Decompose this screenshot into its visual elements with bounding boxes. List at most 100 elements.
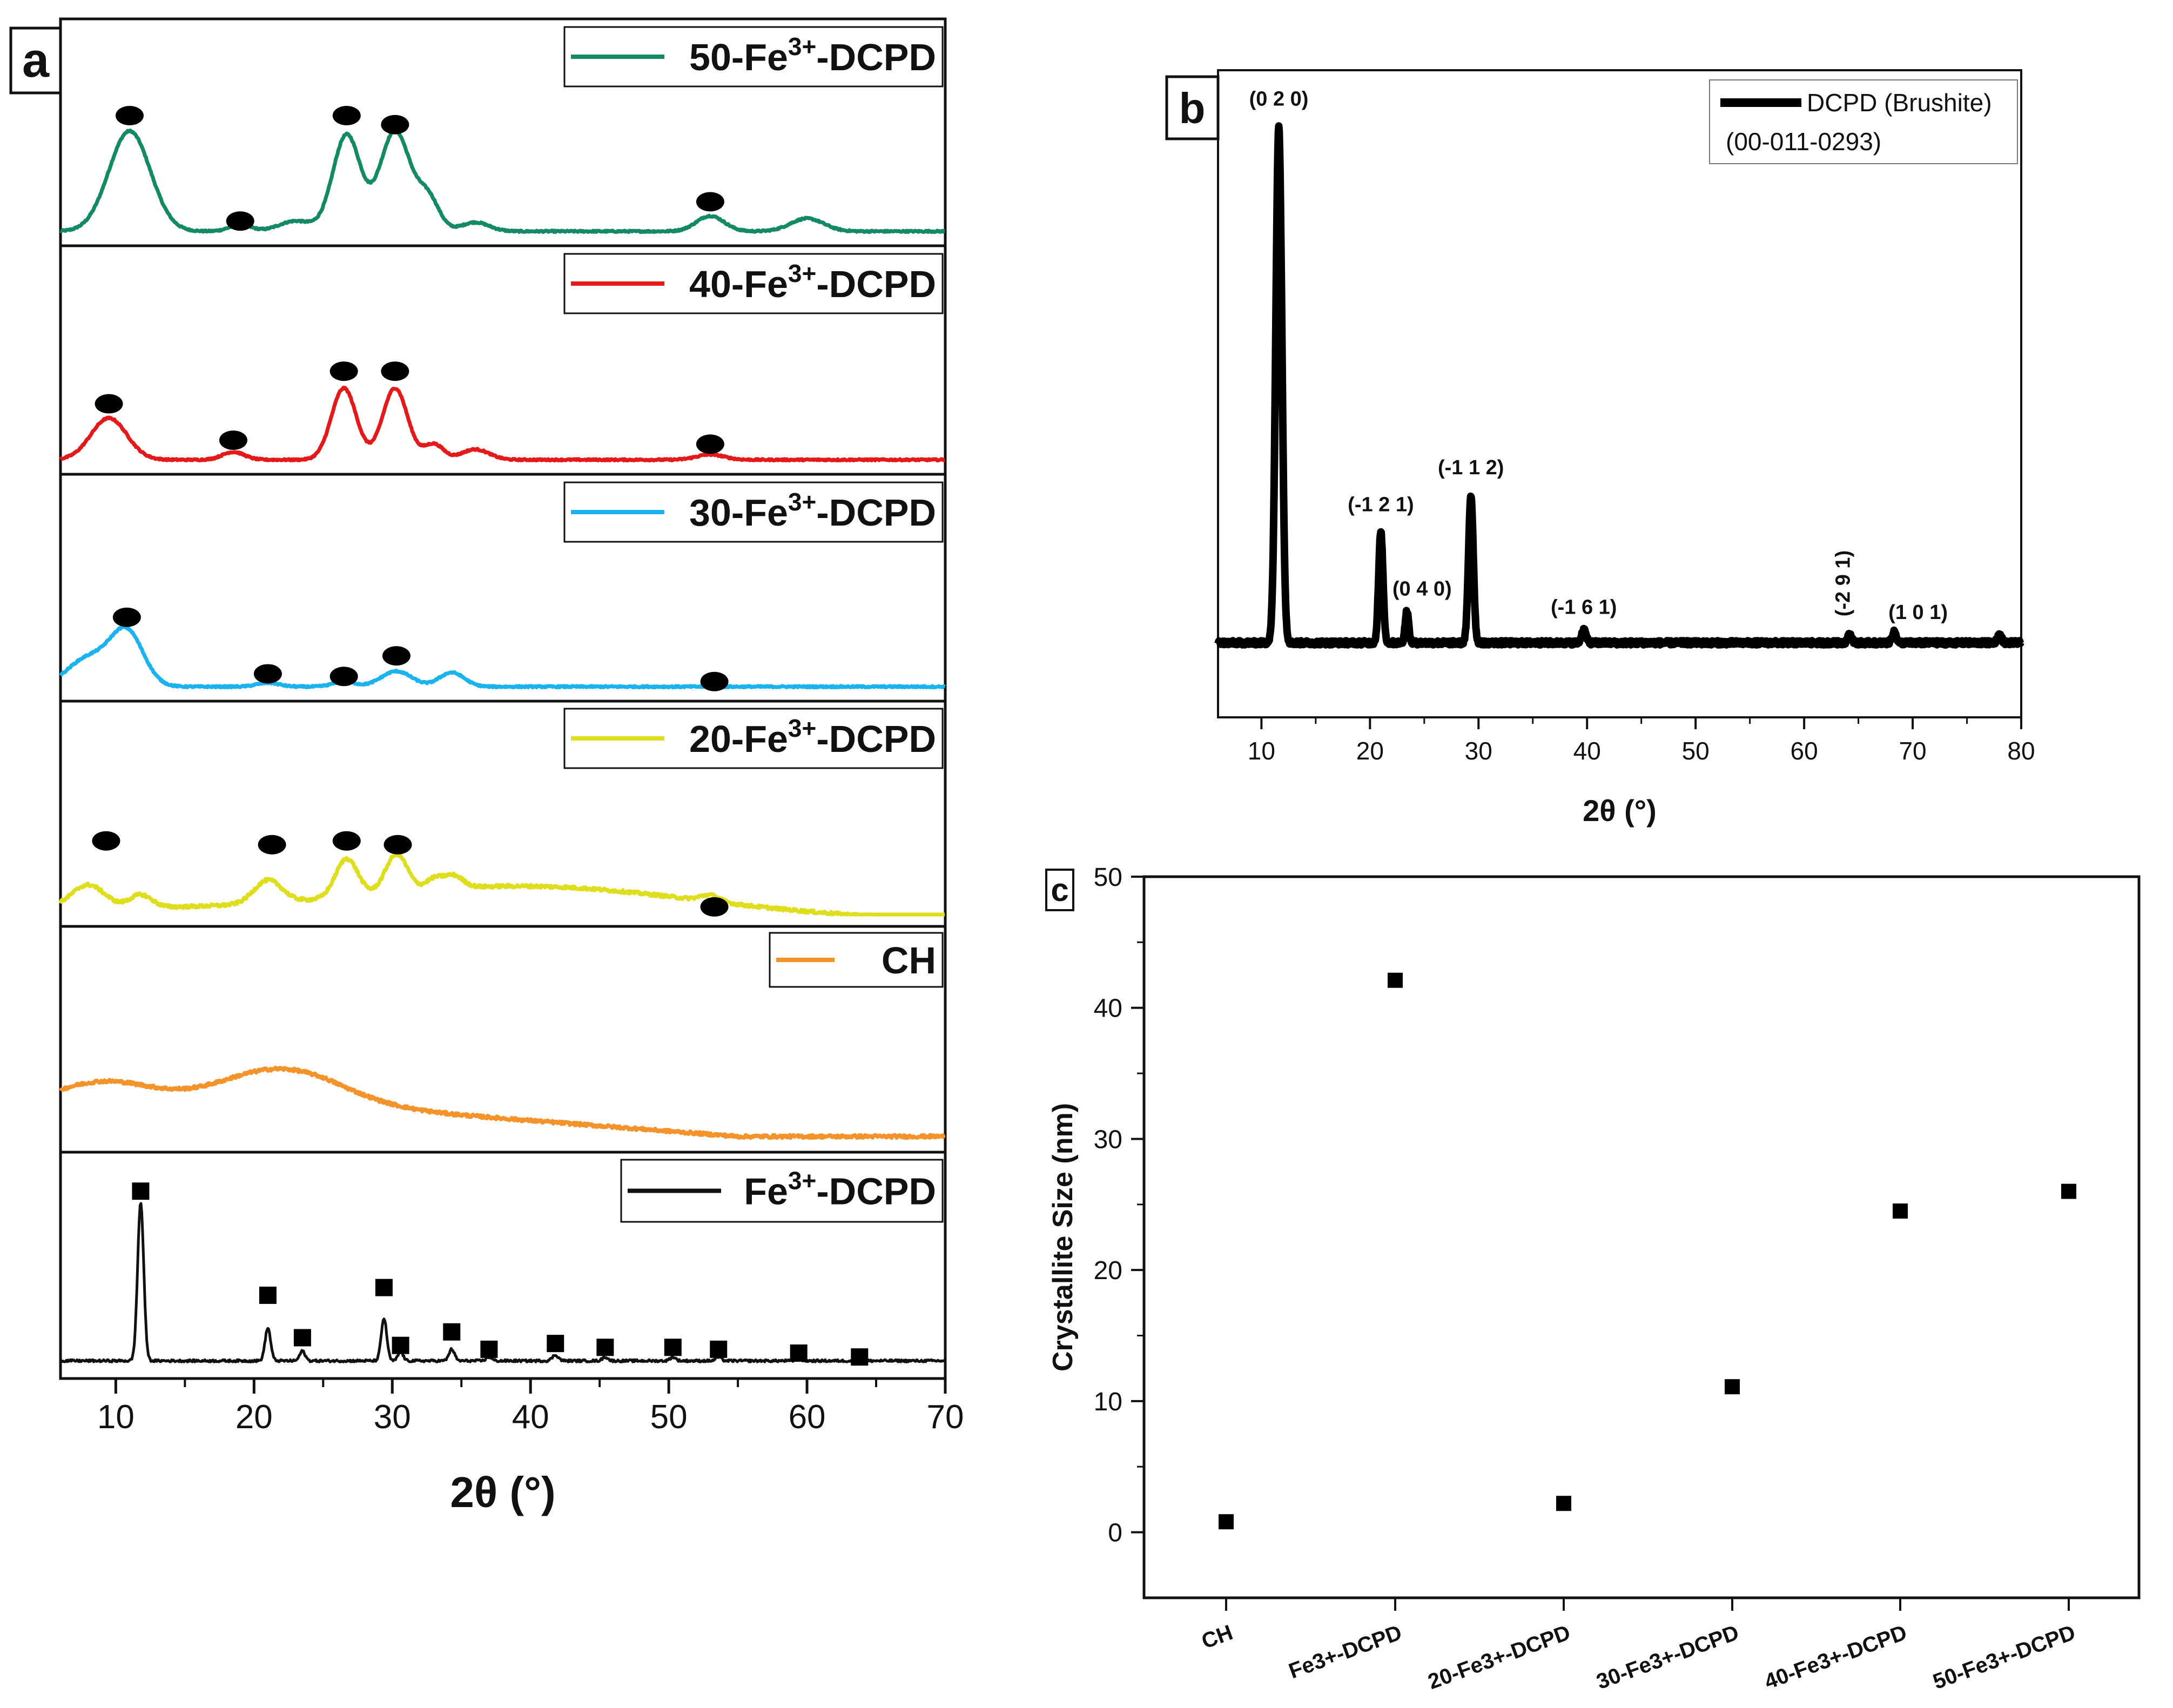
peak-marker: [700, 897, 729, 917]
x-category-label: CH: [1199, 1620, 1236, 1653]
peak-marker: [392, 1336, 409, 1354]
legend-label-main: CH: [882, 939, 936, 981]
peak-marker: [547, 1335, 564, 1353]
peak-marker: [443, 1323, 461, 1341]
legend-box: [1709, 79, 2018, 164]
peak-marker: [226, 211, 254, 231]
peak-marker: [115, 106, 144, 126]
x-tick-label: 10: [1248, 737, 1275, 765]
x-tick-label: 50: [650, 1398, 688, 1436]
legend-label-tail: -DCPD: [816, 718, 936, 760]
data-point: [1219, 1514, 1234, 1530]
peak-marker: [293, 1329, 311, 1347]
peak-marker: [92, 831, 120, 851]
panel-label-box: [1045, 869, 1074, 911]
y-tick-label: 10: [1094, 1388, 1122, 1416]
peak-marker: [253, 664, 282, 684]
series-3: 30-Fe3+-DCPD: [59, 473, 947, 703]
legend-label: CH: [882, 939, 936, 981]
x-tick-label: 60: [789, 1398, 826, 1436]
y-tick-label: 30: [1094, 1125, 1122, 1154]
peak-marker: [382, 646, 411, 666]
peak-marker: [700, 671, 729, 691]
panel-b: (0 2 0) (-1 2 1) (0 4 0) (-1 1 2) (-1 6 1) (-…: [1165, 69, 2035, 828]
series-line: [59, 1202, 946, 1363]
panel-a: 50-Fe3+-DCPD40-Fe3+-DCPD30-Fe3+-DCPD20-F…: [9, 17, 964, 1516]
series-line: [59, 386, 946, 463]
x-tick-label: 20: [236, 1398, 273, 1436]
panel-label: b: [1179, 84, 1206, 132]
legend-label: Fe3+-DCPD: [744, 1167, 936, 1213]
series-2: 40-Fe3+-DCPD: [59, 244, 947, 476]
plot-strip-frame: [59, 1151, 947, 1380]
x-axis-label: 2θ (°): [1583, 794, 1657, 828]
x-category-label: 40-Fe3+-DCPD: [1761, 1620, 1910, 1694]
peak-marker: [696, 434, 724, 454]
y-tick-label: 50: [1094, 863, 1122, 892]
peak-marker: [851, 1348, 869, 1366]
peak-marker: [375, 1279, 393, 1296]
legend-label-main: 30-Fe: [689, 492, 788, 534]
panel-label-box: [1165, 75, 1220, 140]
legend-label-sup: 3+: [788, 1167, 816, 1195]
panel-label: a: [22, 33, 50, 88]
data-point: [1893, 1203, 1908, 1219]
x-tick-label: 10: [97, 1398, 134, 1436]
plot-frame: [1217, 69, 2022, 718]
data-point: [1556, 1496, 1571, 1511]
peak-marker: [664, 1339, 682, 1356]
series-line: [58, 851, 946, 917]
legend-label-sup: 3+: [788, 488, 816, 516]
series-line: [1214, 122, 2024, 649]
peak-marker: [329, 667, 358, 687]
x-tick-label: 50: [1682, 737, 1710, 765]
legend-label-tail: -DCPD: [816, 1171, 936, 1213]
peak-annotation: (-2 9 1): [1832, 550, 1855, 616]
x-category-label: Fe3+-DCPD: [1286, 1620, 1405, 1683]
series-line: [59, 127, 946, 234]
peak-marker: [710, 1340, 728, 1358]
peak-annotation: (1 0 1): [1888, 601, 1948, 624]
peak-marker: [696, 192, 724, 212]
data-point: [1388, 972, 1403, 988]
x-category-label: 50-Fe3+-DCPD: [1930, 1620, 2078, 1694]
legend-reference: (00-011-0293): [1726, 127, 1881, 156]
data-point: [2061, 1184, 2076, 1199]
peak-marker: [258, 835, 286, 855]
y-tick-label: 0: [1108, 1519, 1122, 1548]
x-tick-label: 20: [1356, 737, 1384, 765]
legend-label: DCPD (Brushite): [1807, 89, 1992, 117]
legend-label-sup: 3+: [788, 259, 816, 287]
x-tick-label: 30: [374, 1398, 411, 1436]
legend-label-main: Fe: [744, 1171, 788, 1213]
peak-marker: [132, 1182, 150, 1200]
legend-label-main: 50-Fe: [689, 36, 788, 78]
peak-marker: [332, 106, 361, 126]
y-tick-label: 40: [1094, 994, 1122, 1023]
y-axis-label: Crystallite Size (nm): [1047, 1103, 1079, 1371]
peak-annotation: (-1 6 1): [1551, 596, 1617, 618]
peak-marker: [95, 394, 123, 414]
legend-label-tail: -DCPD: [816, 263, 936, 305]
data-point: [1725, 1379, 1740, 1395]
peak-annotation: (0 2 0): [1249, 88, 1309, 111]
peak-marker: [480, 1340, 498, 1358]
peak-marker: [329, 361, 358, 381]
legend-label-sup: 3+: [788, 32, 816, 60]
y-tick-label: 20: [1094, 1256, 1122, 1285]
x-tick-label: 80: [2007, 737, 2035, 765]
x-category-label: 30-Fe3+-DCPD: [1593, 1620, 1742, 1694]
peak-annotation: (-1 2 1): [1348, 493, 1414, 516]
peak-marker: [790, 1344, 808, 1362]
legend-label-tail: -DCPD: [816, 492, 936, 534]
legend-label: 40-Fe3+-DCPD: [689, 259, 936, 305]
peak-marker: [384, 835, 412, 855]
legend-label: 30-Fe3+-DCPD: [689, 488, 936, 534]
x-tick-label: 70: [1899, 737, 1926, 765]
peak-marker: [332, 831, 361, 851]
legend-label-tail: -DCPD: [816, 36, 936, 78]
panel-c: 0 10 20 30 40 50 Crystallite Size (nm) CH Fe3+-D…: [1045, 863, 2141, 1694]
x-axis-label: 2θ (°): [450, 1468, 555, 1516]
legend-label: 50-Fe3+-DCPD: [689, 32, 936, 78]
